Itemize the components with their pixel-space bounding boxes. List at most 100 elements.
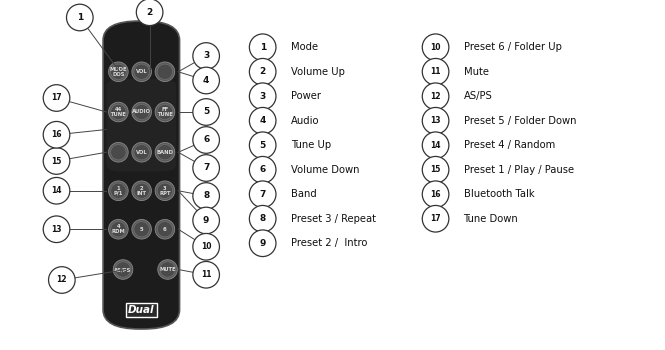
Ellipse shape — [111, 145, 126, 160]
Text: 8: 8 — [259, 214, 266, 223]
Text: 5: 5 — [259, 141, 266, 150]
Ellipse shape — [249, 181, 276, 208]
Text: 16: 16 — [430, 190, 441, 199]
Text: 11: 11 — [430, 67, 441, 76]
Text: 14: 14 — [430, 141, 441, 150]
Text: Mode: Mode — [291, 42, 318, 52]
FancyBboxPatch shape — [106, 79, 176, 172]
Text: Tune Up: Tune Up — [291, 140, 331, 150]
Ellipse shape — [132, 142, 152, 162]
Text: 16: 16 — [51, 130, 62, 139]
Ellipse shape — [193, 155, 219, 181]
Ellipse shape — [193, 207, 219, 234]
Text: 7: 7 — [203, 163, 209, 173]
Ellipse shape — [158, 222, 172, 237]
Ellipse shape — [43, 121, 70, 148]
Text: FF
TUNE: FF TUNE — [157, 107, 173, 117]
Ellipse shape — [422, 205, 449, 232]
Ellipse shape — [193, 43, 219, 69]
Ellipse shape — [43, 148, 70, 174]
Text: 2: 2 — [259, 67, 266, 76]
Text: Band: Band — [291, 189, 317, 199]
Ellipse shape — [249, 132, 276, 159]
Ellipse shape — [134, 222, 149, 237]
Ellipse shape — [111, 64, 126, 79]
Ellipse shape — [155, 181, 175, 201]
Ellipse shape — [43, 85, 70, 111]
Ellipse shape — [155, 142, 175, 162]
Text: Preset 3 / Repeat: Preset 3 / Repeat — [291, 214, 376, 224]
Text: Dual: Dual — [128, 305, 154, 315]
Ellipse shape — [422, 132, 449, 159]
Text: 1: 1 — [259, 43, 266, 52]
Ellipse shape — [249, 230, 276, 257]
Ellipse shape — [158, 260, 178, 279]
Ellipse shape — [155, 62, 175, 82]
Text: Volume Down: Volume Down — [291, 165, 359, 175]
Ellipse shape — [158, 64, 172, 79]
Text: AUDIO: AUDIO — [132, 110, 151, 114]
Text: 10: 10 — [430, 43, 441, 52]
Ellipse shape — [422, 34, 449, 61]
Text: 10: 10 — [201, 242, 211, 251]
Ellipse shape — [158, 104, 172, 120]
Text: 5: 5 — [203, 107, 209, 117]
Text: 4: 4 — [203, 76, 209, 85]
Ellipse shape — [249, 34, 276, 61]
Ellipse shape — [108, 62, 128, 82]
Ellipse shape — [134, 64, 149, 79]
Text: 12: 12 — [57, 275, 67, 285]
Ellipse shape — [193, 183, 219, 209]
Ellipse shape — [158, 145, 172, 160]
Text: Preset 4 / Random: Preset 4 / Random — [464, 140, 555, 150]
Text: 12: 12 — [430, 92, 441, 101]
Text: 1
P/1: 1 P/1 — [114, 186, 123, 196]
Ellipse shape — [43, 216, 70, 243]
Ellipse shape — [193, 127, 219, 153]
Text: 6: 6 — [163, 227, 167, 232]
Ellipse shape — [422, 181, 449, 208]
Ellipse shape — [422, 58, 449, 85]
Ellipse shape — [132, 219, 152, 239]
Text: 2: 2 — [146, 8, 153, 17]
Text: 6: 6 — [259, 165, 266, 174]
Ellipse shape — [193, 261, 219, 288]
Text: 9: 9 — [259, 239, 266, 248]
Ellipse shape — [249, 205, 276, 232]
Text: 17: 17 — [51, 93, 62, 103]
Text: MODE
DOS: MODE DOS — [110, 66, 127, 77]
Ellipse shape — [108, 219, 128, 239]
Text: 14: 14 — [51, 186, 62, 195]
Ellipse shape — [422, 107, 449, 134]
Text: 5: 5 — [140, 227, 144, 232]
Text: MUTE: MUTE — [160, 267, 176, 272]
Ellipse shape — [193, 99, 219, 125]
Text: Volume Up: Volume Up — [291, 67, 344, 77]
Text: Audio: Audio — [291, 116, 319, 126]
Ellipse shape — [134, 104, 149, 120]
Ellipse shape — [134, 145, 149, 160]
Ellipse shape — [66, 4, 93, 31]
Ellipse shape — [111, 183, 126, 198]
Ellipse shape — [249, 83, 276, 110]
Ellipse shape — [43, 177, 70, 204]
Ellipse shape — [134, 183, 149, 198]
Text: 4: 4 — [259, 116, 266, 125]
Text: Preset 1 / Play / Pause: Preset 1 / Play / Pause — [464, 165, 574, 175]
Text: 13: 13 — [51, 225, 62, 234]
Text: 3: 3 — [203, 51, 209, 61]
Ellipse shape — [132, 102, 152, 122]
Ellipse shape — [249, 156, 276, 183]
Text: 3: 3 — [259, 92, 266, 101]
Ellipse shape — [422, 156, 449, 183]
Text: AS/PS: AS/PS — [114, 267, 132, 272]
Text: 6: 6 — [203, 135, 209, 145]
Text: BAND: BAND — [156, 150, 174, 155]
Text: 2
INT: 2 INT — [136, 186, 147, 196]
Ellipse shape — [158, 183, 172, 198]
Text: 17: 17 — [430, 214, 441, 223]
Ellipse shape — [49, 267, 75, 293]
Text: VOL: VOL — [136, 150, 148, 155]
FancyBboxPatch shape — [103, 21, 180, 329]
Text: Bluetooth Talk: Bluetooth Talk — [464, 189, 534, 199]
